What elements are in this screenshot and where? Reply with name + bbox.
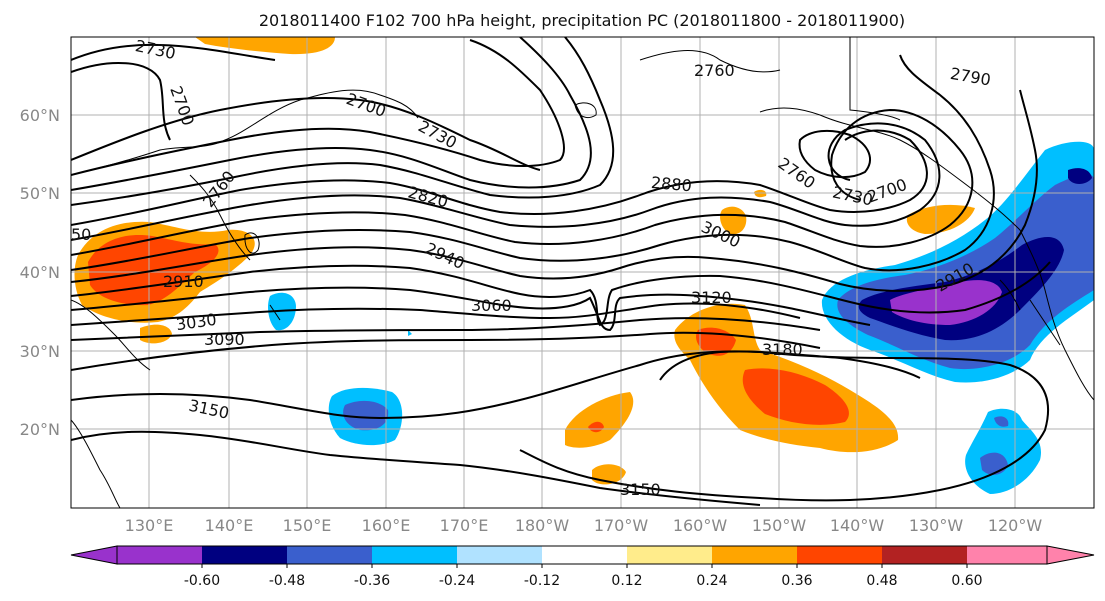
colorbar-extend-min: [70, 545, 118, 565]
colorbar-label: -0.48: [269, 573, 305, 589]
lon-label: 170°W: [594, 516, 649, 535]
colorbar-swatch: [627, 546, 712, 564]
colorbar-swatch: [797, 546, 882, 564]
contour-label: 3120: [691, 288, 732, 307]
colorbar-swatch: [882, 546, 967, 564]
lat-label: 40°N: [20, 263, 60, 282]
colorbar-swatch: [967, 546, 1047, 564]
latitude-labels: 60°N 50°N 40°N 30°N 20°N: [20, 106, 60, 439]
colorbar-swatch: [372, 546, 457, 564]
map-frame: [70, 36, 1095, 509]
colorbar-label: 0.48: [866, 573, 897, 589]
colorbar: -0.60 -0.48 -0.36 -0.24 -0.12 0.12 0.24 …: [70, 545, 1095, 589]
map-area: 2730 2700 2700 2730 2760 2760 2790 2820 …: [71, 37, 1094, 508]
contour-label: 3180: [762, 340, 803, 359]
colorbar-label: 0.12: [611, 573, 642, 589]
lon-label: 160°W: [673, 516, 728, 535]
contour-label: 3150: [620, 480, 661, 499]
contour-label: 2910: [163, 272, 204, 291]
lon-label: 130°E: [125, 516, 174, 535]
lon-label: 180°W: [515, 516, 570, 535]
lon-label: 170°E: [440, 516, 489, 535]
lon-label: 150°W: [752, 516, 807, 535]
colorbar-swatch: [712, 546, 797, 564]
precip-shading: [74, 37, 1094, 494]
colorbar-swatch: [457, 546, 542, 564]
lon-label: 160°E: [362, 516, 411, 535]
lat-label: 30°N: [20, 342, 60, 361]
colorbar-swatch: [542, 546, 627, 564]
contour-label: 3060: [471, 296, 512, 315]
colorbar-extend-max: [1046, 545, 1095, 565]
colorbar-label: -0.12: [524, 573, 560, 589]
lon-label: 140°E: [205, 516, 254, 535]
lat-label: 60°N: [20, 106, 60, 125]
colorbar-label: 0.24: [696, 573, 727, 589]
lat-label: 50°N: [20, 184, 60, 203]
contour-label: 2760: [694, 61, 735, 80]
colorbar-label: 0.36: [781, 573, 812, 589]
colorbar-label: 0.60: [951, 573, 982, 589]
colorbar-label: -0.60: [184, 573, 220, 589]
lon-label: 130°W: [909, 516, 964, 535]
height-contours: [71, 37, 1051, 506]
contour-label: 3090: [204, 330, 245, 349]
contour-label: 2880: [650, 173, 692, 195]
colorbar-swatch: [202, 546, 287, 564]
lon-label: 120°W: [988, 516, 1043, 535]
graticule: [71, 37, 1094, 508]
colorbar-label: -0.24: [439, 573, 475, 589]
lat-label: 20°N: [20, 420, 60, 439]
contour-label: 50: [71, 225, 91, 244]
colorbar-label: -0.36: [354, 573, 390, 589]
map-title: 2018011400 F102 700 hPa height, precipit…: [259, 11, 905, 30]
colorbar-swatch: [287, 546, 372, 564]
longitude-labels: 130°E 140°E 150°E 160°E 170°E 180°W 170°…: [125, 516, 1043, 535]
lon-label: 140°W: [830, 516, 885, 535]
lon-label: 150°E: [283, 516, 332, 535]
colorbar-swatch: [117, 546, 202, 564]
